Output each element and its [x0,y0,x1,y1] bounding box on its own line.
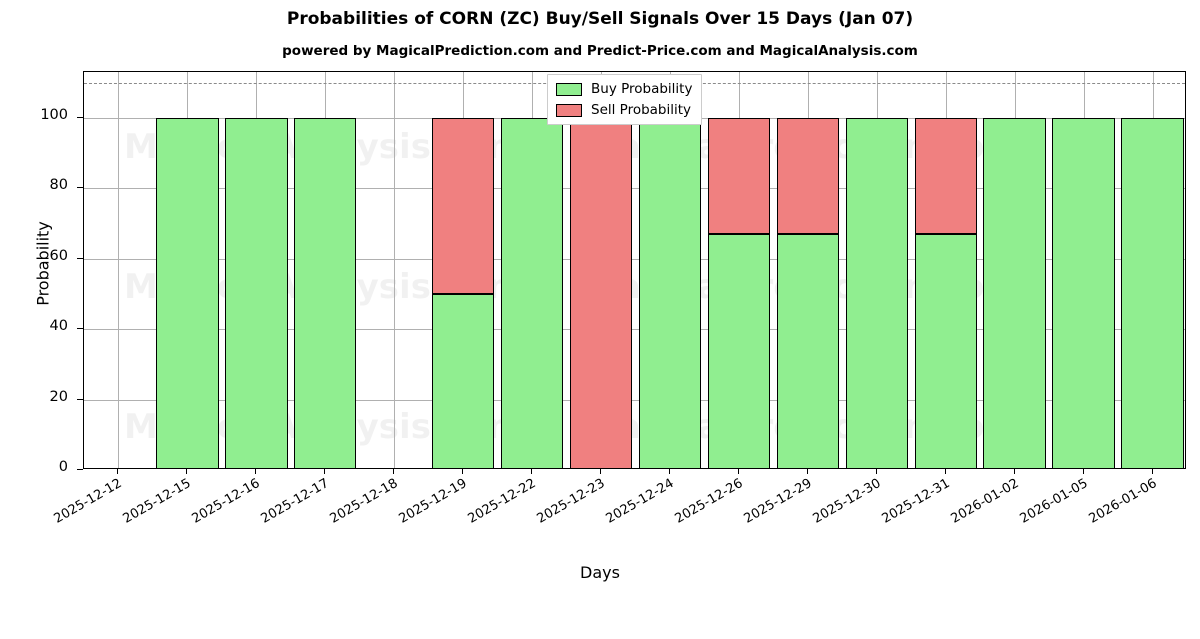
chart-figure: Probabilities of CORN (ZC) Buy/Sell Sign… [33,9,1186,582]
x-axis-tick [531,469,532,474]
x-axis-tick [1014,469,1015,474]
x-axis-tick [876,469,877,474]
gridline-horizontal [84,188,1185,190]
bar-group[interactable] [914,72,977,468]
bar-group[interactable] [638,72,702,468]
bar-segment-buy[interactable] [845,117,908,468]
bar-segment-buy[interactable] [500,117,564,468]
x-axis-title: Days [580,563,620,582]
chart-subtitle: powered by MagicalPrediction.com and Pre… [282,43,918,59]
y-axis-tick [77,187,83,189]
bar-group[interactable] [983,72,1046,468]
bar-segment-buy[interactable] [983,117,1046,468]
bar-segment-buy[interactable] [156,117,219,468]
legend-item-buy[interactable]: Buy Probability [556,81,692,97]
y-axis-tick-label: 60 [49,247,68,264]
x-axis-tick [1152,469,1153,474]
bar-segment-sell[interactable] [707,117,771,234]
chart-legend: Buy Probability Sell Probability [547,74,703,125]
bar-segment-sell[interactable] [569,117,633,468]
bar-group[interactable] [569,72,633,468]
x-axis-tick [255,469,256,474]
page-title: Probabilities of CORN (ZC) Buy/Sell Sign… [286,9,914,29]
x-axis-tick [462,469,463,474]
gridline-vertical [394,72,395,468]
y-axis-tick [77,469,83,470]
x-axis-tick [324,469,325,474]
y-axis-tick-label: 40 [49,318,68,335]
gridline-horizontal [84,329,1185,331]
plot-area: MagicalAnalysis.comMagicalPrediction.com… [83,71,1186,469]
bar-group[interactable] [776,72,840,468]
bar-group[interactable] [225,72,288,468]
bar-segment-buy[interactable] [225,117,288,468]
y-axis-tick [77,398,83,400]
bar-segment-buy[interactable] [294,117,357,468]
bar-segment-sell[interactable] [776,117,840,234]
y-axis-tick-label: 20 [49,388,68,405]
gridline-horizontal [84,258,1185,260]
legend-label-buy: Buy Probability [591,81,693,97]
bar-group[interactable] [1121,72,1184,468]
y-axis-tick [77,116,83,118]
bar-group[interactable] [500,72,564,468]
x-axis-tick [1083,469,1084,474]
legend-swatch-sell-icon [556,103,582,117]
x-axis-tick [807,469,808,474]
bar-group[interactable] [707,72,771,468]
bar-segment-sell[interactable] [431,117,495,294]
legend-item-sell[interactable]: Sell Probability [556,102,692,118]
y-axis-tick-label: 100 [40,106,68,123]
gridline-horizontal [84,399,1185,401]
bar-group[interactable] [294,72,357,468]
y-axis-tick-label: 0 [58,459,68,475]
x-axis-tick [738,469,739,474]
bar-segment-buy[interactable] [638,117,702,468]
x-axis-tick [945,469,946,474]
x-axis-tick [600,469,601,474]
bar-group[interactable] [156,72,219,468]
bar-segment-buy[interactable] [914,234,977,468]
bar-segment-buy[interactable] [707,234,771,468]
bar-group[interactable] [1052,72,1115,468]
bar-group[interactable] [431,72,495,468]
bar-segment-buy[interactable] [431,293,495,468]
bar-group[interactable] [845,72,908,468]
gridline-vertical [118,72,119,468]
bar-segment-buy[interactable] [1121,117,1184,468]
x-axis-tick [393,469,394,474]
x-axis-tick [669,469,670,474]
y-axis-tick [77,328,83,330]
x-axis-tick [117,469,118,474]
bar-segment-sell[interactable] [914,117,977,234]
legend-label-sell: Sell Probability [591,102,692,118]
bar-segment-buy[interactable] [1052,117,1115,468]
bar-segment-buy[interactable] [776,234,840,468]
y-axis-title: Probability [33,221,53,306]
y-axis-tick [77,257,83,259]
x-axis-tick [186,469,187,474]
legend-swatch-buy-icon [556,82,582,96]
y-axis-tick-label: 80 [49,177,68,194]
